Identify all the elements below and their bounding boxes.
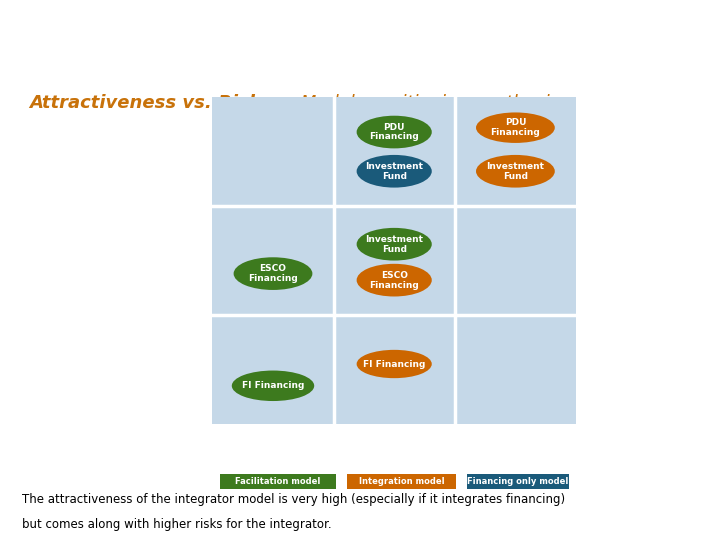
Bar: [719, 25, 720, 30]
Bar: [281, 50, 299, 73]
Ellipse shape: [476, 112, 555, 143]
Bar: [166, 6, 171, 16]
Bar: [200, 24, 204, 33]
Bar: [620, 48, 643, 73]
Bar: [581, 42, 591, 73]
Bar: [552, 14, 556, 29]
Text: Investment
Fund: Investment Fund: [365, 162, 423, 180]
Bar: [104, 23, 123, 73]
Bar: [0, 42, 20, 73]
Bar: [464, 40, 486, 73]
Text: Risks: Risks: [379, 452, 410, 462]
Bar: [395, 37, 405, 73]
Ellipse shape: [356, 228, 432, 261]
Text: Facilitation model: Facilitation model: [235, 477, 320, 486]
Ellipse shape: [356, 350, 432, 378]
Bar: [24, 36, 45, 73]
Bar: [48, 39, 63, 73]
Text: Investment
Fund: Investment Fund: [365, 235, 423, 254]
Ellipse shape: [356, 264, 432, 296]
Bar: [336, 25, 342, 38]
Bar: [65, 22, 80, 73]
Text: but comes along with higher risks for the integrator.: but comes along with higher risks for th…: [22, 517, 331, 531]
Ellipse shape: [233, 257, 312, 290]
Ellipse shape: [476, 155, 555, 187]
Bar: [217, 9, 220, 18]
Bar: [526, 19, 544, 73]
Text: FI Financing: FI Financing: [242, 381, 304, 390]
Bar: [652, 36, 658, 50]
FancyBboxPatch shape: [467, 475, 569, 489]
Text: Financing only model: Financing only model: [467, 477, 569, 486]
Bar: [428, 26, 441, 73]
Bar: [231, 23, 235, 36]
Text: PDU
Financing: PDU Financing: [369, 123, 419, 141]
Text: Low: Low: [186, 360, 194, 379]
Bar: [515, 17, 518, 32]
Ellipse shape: [356, 155, 432, 187]
Bar: [53, 31, 58, 39]
Text: High: High: [502, 430, 529, 440]
Text: Models positioning synthesis: Models positioning synthesis: [295, 93, 559, 112]
Bar: [675, 26, 680, 36]
Bar: [89, 18, 94, 31]
Bar: [315, 24, 325, 73]
Bar: [688, 19, 706, 73]
Bar: [330, 38, 348, 73]
Bar: [226, 36, 240, 73]
Bar: [496, 41, 501, 55]
Bar: [711, 30, 720, 73]
Bar: [408, 25, 426, 73]
Text: Medium: Medium: [186, 242, 194, 279]
Bar: [374, 29, 381, 39]
Text: Integration model: Integration model: [359, 477, 444, 486]
Bar: [196, 33, 209, 73]
Bar: [251, 18, 256, 29]
Ellipse shape: [356, 116, 432, 148]
FancyBboxPatch shape: [347, 475, 456, 489]
Bar: [213, 18, 223, 73]
Bar: [161, 16, 176, 73]
Bar: [82, 31, 100, 73]
Bar: [304, 29, 312, 73]
FancyBboxPatch shape: [220, 475, 336, 489]
Bar: [646, 50, 665, 73]
Bar: [180, 41, 191, 73]
Bar: [510, 32, 523, 73]
Bar: [562, 46, 577, 73]
Ellipse shape: [232, 370, 314, 401]
Bar: [670, 36, 685, 73]
Text: Attractiveness vs. Risks: Attractiveness vs. Risks: [29, 93, 271, 112]
Bar: [433, 16, 436, 26]
Text: 17: 17: [688, 518, 706, 531]
Text: Investment
Fund: Investment Fund: [487, 162, 544, 180]
Bar: [446, 41, 462, 73]
Bar: [365, 39, 390, 73]
Bar: [130, 37, 134, 42]
Bar: [595, 22, 616, 73]
Bar: [31, 25, 37, 36]
Bar: [126, 42, 138, 73]
Text: PDU
Financing: PDU Financing: [490, 118, 540, 137]
Bar: [490, 55, 508, 73]
Text: Attractivity: Attractivity: [163, 227, 172, 294]
Bar: [244, 29, 264, 73]
Bar: [549, 29, 559, 73]
Bar: [287, 40, 292, 50]
Bar: [269, 21, 279, 73]
Text: ESCO
Financing: ESCO Financing: [369, 271, 419, 289]
Bar: [142, 33, 158, 73]
Text: The attractiveness of the integrator model is very high (especially if it integr: The attractiveness of the integrator mod…: [22, 494, 564, 507]
Text: FI Financing: FI Financing: [363, 360, 426, 368]
Bar: [628, 40, 635, 48]
Text: High: High: [186, 141, 194, 163]
Text: Medium: Medium: [371, 430, 418, 440]
Text: Low: Low: [261, 430, 284, 440]
Text: ESCO
Financing: ESCO Financing: [248, 264, 298, 283]
Bar: [585, 32, 588, 42]
Bar: [351, 42, 360, 73]
